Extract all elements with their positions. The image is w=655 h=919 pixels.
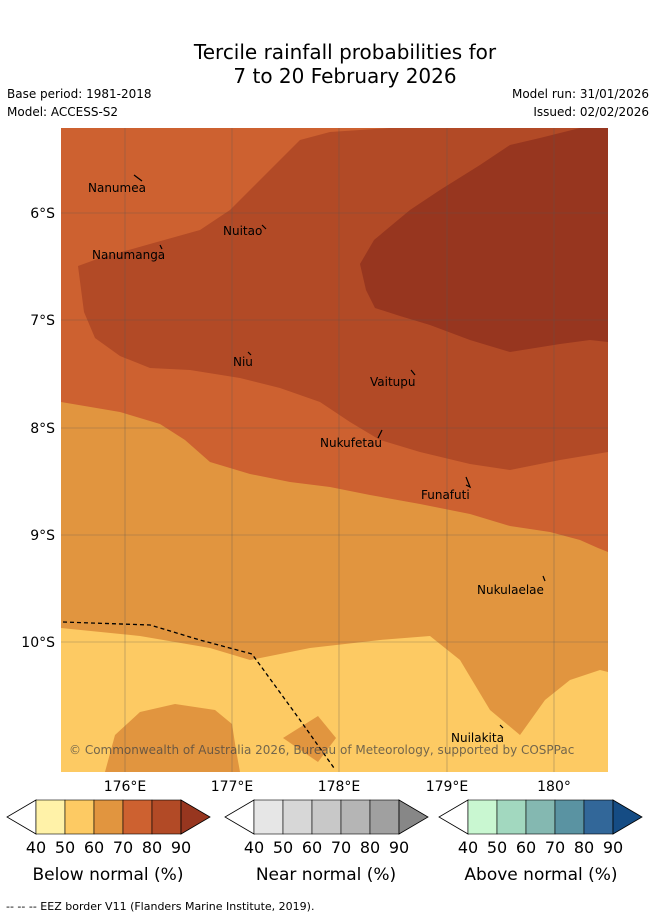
- lon-label: 180°: [537, 779, 571, 795]
- base-period: Base period: 1981-2018: [7, 87, 152, 101]
- lon-label: 178°E: [318, 779, 361, 795]
- legend-swatch: [583, 799, 614, 835]
- lat-label: 7°S: [30, 313, 55, 329]
- legend-ticks: 40 50 60 70 80 90 40 50 60 70 80 90 40 5…: [26, 838, 623, 857]
- lon-label: 179°E: [426, 779, 469, 795]
- legend-swatch: [340, 799, 371, 835]
- title-line-1: Tercile rainfall probabilities for: [193, 40, 497, 64]
- island-label: Nuilakita: [451, 731, 504, 745]
- copyright-notice: © Commonwealth of Australia 2026, Bureau…: [69, 743, 574, 757]
- footer-note: -- -- -- EEZ border V11 (Flanders Marine…: [6, 900, 315, 913]
- legend-tick: 60: [84, 838, 104, 857]
- lat-label: 6°S: [30, 206, 55, 222]
- island-label: Funafuti: [421, 488, 470, 502]
- legend-tick: 40: [244, 838, 264, 857]
- island-label: Niu: [233, 355, 253, 369]
- lat-labels: 6°S 7°S 8°S 9°S 10°S: [21, 206, 55, 651]
- legend-tick: 90: [389, 838, 409, 857]
- lon-labels: 176°E 177°E 178°E 179°E 180°: [104, 779, 571, 795]
- island-label: Nukulaelae: [477, 583, 544, 597]
- model-run: Model run: 31/01/2026: [511, 87, 649, 101]
- legend-tick: 70: [545, 838, 565, 857]
- legend-below-normal: [6, 799, 211, 835]
- legend-swatch: [282, 799, 313, 835]
- legend-tick: 90: [171, 838, 191, 857]
- legend-swatch: [554, 799, 585, 835]
- legend-swatch: [311, 799, 342, 835]
- legend-tick: 40: [26, 838, 46, 857]
- legend-tick: 50: [273, 838, 293, 857]
- island-label: Nuitao: [223, 224, 262, 238]
- island-label: Nanumanga: [92, 248, 165, 262]
- legend-tick: 60: [516, 838, 536, 857]
- legend-tick: 70: [331, 838, 351, 857]
- island-label: Nanumea: [88, 181, 146, 195]
- legend-swatch: [35, 799, 66, 835]
- legend-swatch: [496, 799, 527, 835]
- island-label: Nukufetau: [320, 436, 382, 450]
- legend-tick: 50: [55, 838, 75, 857]
- legend-above-normal: [438, 799, 643, 835]
- band-60-blob-1: [105, 704, 240, 772]
- legend-swatch: [151, 799, 182, 835]
- legend-tick: 80: [142, 838, 162, 857]
- issued-date: Issued: 02/02/2026: [533, 105, 649, 119]
- legend-tick: 80: [360, 838, 380, 857]
- legend-swatch: [122, 799, 153, 835]
- legend-swatch: [467, 799, 498, 835]
- legend-tick: 70: [113, 838, 133, 857]
- lat-label: 9°S: [30, 528, 55, 544]
- legend-swatch: [93, 799, 124, 835]
- legend-tick: 80: [574, 838, 594, 857]
- legend-tick: 60: [302, 838, 322, 857]
- legend-tick: 40: [458, 838, 478, 857]
- lat-label: 10°S: [21, 635, 55, 651]
- map-grid: [61, 128, 608, 772]
- legend-title: Above normal (%): [464, 865, 617, 885]
- chart-title: Tercile rainfall probabilities for 7 to …: [0, 40, 655, 88]
- model-name: Model: ACCESS-S2: [7, 105, 119, 119]
- lon-label: 177°E: [211, 779, 254, 795]
- lon-label: 176°E: [104, 779, 147, 795]
- legend-titles: Below normal (%) Near normal (%) Above n…: [33, 865, 618, 885]
- lat-label: 8°S: [30, 421, 55, 437]
- eez-border: [62, 621, 335, 769]
- title-line-2: 7 to 20 February 2026: [233, 64, 457, 88]
- legend-swatch: [525, 799, 556, 835]
- legend-title: Below normal (%): [33, 865, 184, 885]
- island-label: Vaitupu: [370, 375, 416, 389]
- legend-swatch: [64, 799, 95, 835]
- legend-swatch: [369, 799, 400, 835]
- island-labels: Nanumea Nuitao Nanumanga Niu Vaitupu Nuk…: [88, 181, 544, 745]
- legend-near-normal: [224, 799, 429, 835]
- legend-title: Near normal (%): [256, 865, 396, 885]
- band-60-blob-2: [283, 716, 336, 762]
- island-shapes: [133, 174, 546, 729]
- band-90: [360, 128, 608, 352]
- legend-tick: 90: [603, 838, 623, 857]
- legend-tick: 50: [487, 838, 507, 857]
- legend-swatch: [253, 799, 284, 835]
